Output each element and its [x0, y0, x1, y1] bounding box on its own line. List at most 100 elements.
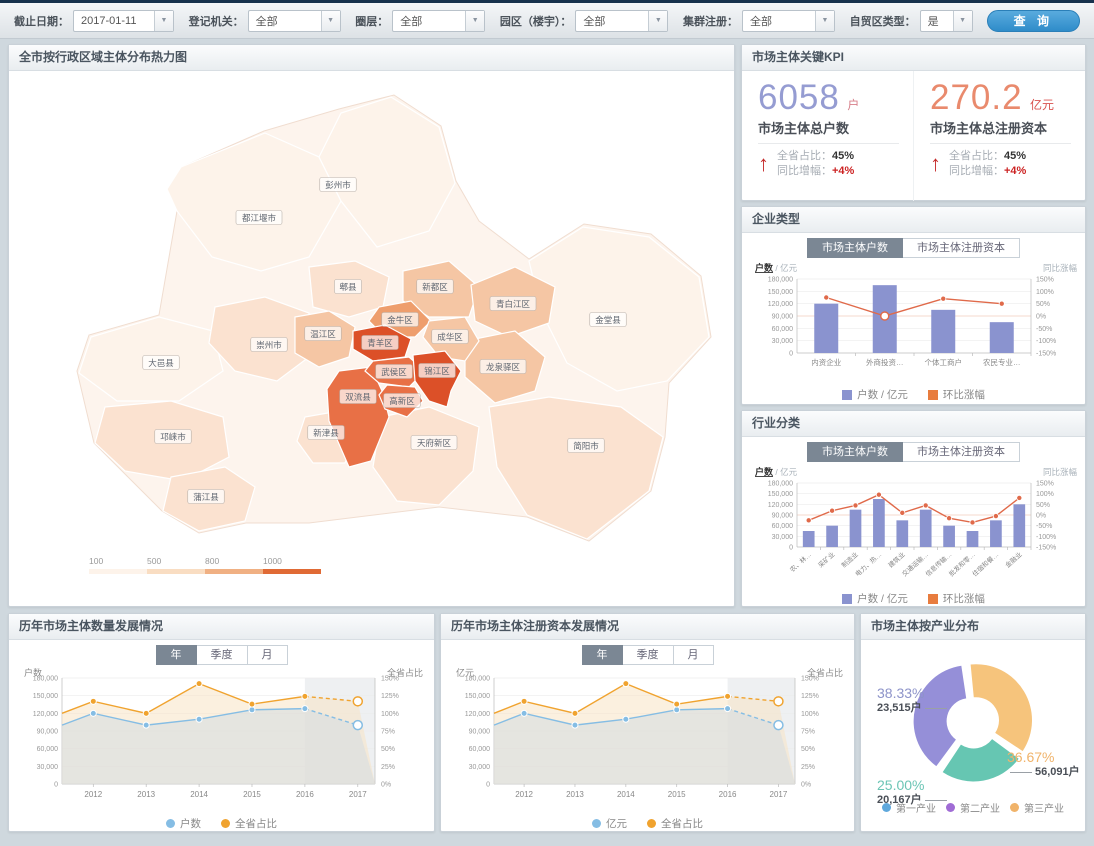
- line-marker[interactable]: [773, 696, 784, 707]
- tab-月[interactable]: 月: [247, 645, 288, 665]
- donut-slice-第二产业[interactable]: [942, 739, 1019, 782]
- district-jintang[interactable]: [528, 226, 710, 392]
- bar[interactable]: [930, 309, 955, 353]
- line-marker[interactable]: [195, 715, 203, 723]
- bar[interactable]: [813, 303, 838, 353]
- query-button[interactable]: 查 询: [986, 9, 1080, 32]
- line-marker[interactable]: [773, 719, 784, 731]
- line-marker[interactable]: [571, 721, 579, 729]
- tab-季度[interactable]: 季度: [196, 645, 248, 665]
- legend-item[interactable]: 户数 / 亿元: [842, 591, 908, 606]
- chevron-down-icon[interactable]: ▼: [952, 10, 972, 31]
- bar[interactable]: [966, 531, 978, 547]
- donut-slice-第一产业[interactable]: [913, 665, 967, 767]
- line-marker[interactable]: [195, 680, 203, 688]
- bar[interactable]: [872, 499, 885, 547]
- heat-legend-segment[interactable]: [89, 569, 147, 574]
- tab-市场主体户数[interactable]: 市场主体户数: [807, 442, 903, 462]
- line-marker[interactable]: [852, 502, 859, 509]
- bar[interactable]: [989, 322, 1014, 353]
- chevron-down-icon[interactable]: ▼: [815, 10, 834, 31]
- chevron-down-icon[interactable]: ▼: [465, 10, 485, 31]
- line-marker[interactable]: [939, 295, 946, 302]
- line-marker[interactable]: [142, 709, 150, 717]
- legend-item[interactable]: 户数: [166, 816, 201, 831]
- legend-item[interactable]: 全省占比: [647, 816, 703, 831]
- bar[interactable]: [942, 525, 955, 547]
- filter-dropdown[interactable]: 全部 ▼: [575, 9, 669, 32]
- line-marker[interactable]: [301, 692, 309, 700]
- tab-季度[interactable]: 季度: [622, 645, 674, 665]
- bar[interactable]: [802, 531, 815, 547]
- chevron-down-icon[interactable]: ▼: [320, 10, 340, 31]
- line-marker[interactable]: [673, 706, 681, 714]
- line-marker[interactable]: [875, 491, 882, 498]
- district-jianyang[interactable]: [488, 396, 664, 540]
- distribution-legend: 第一产业 第二产业 第三产业: [861, 800, 1085, 815]
- tab-市场主体户数[interactable]: 市场主体户数: [807, 238, 903, 258]
- line-marker[interactable]: [922, 502, 929, 509]
- line-marker[interactable]: [89, 697, 97, 705]
- donut-slice-第三产业[interactable]: [970, 664, 1032, 752]
- line-marker[interactable]: [301, 705, 309, 713]
- district-pengzhou[interactable]: [318, 96, 456, 248]
- tab-年[interactable]: 年: [581, 645, 623, 665]
- bar[interactable]: [989, 520, 1002, 547]
- line-marker[interactable]: [724, 692, 732, 700]
- chevron-down-icon[interactable]: ▼: [154, 10, 173, 31]
- bar[interactable]: [825, 525, 838, 547]
- line-marker[interactable]: [1015, 494, 1022, 501]
- line-marker[interactable]: [248, 700, 256, 708]
- chevron-down-icon[interactable]: ▼: [648, 10, 668, 31]
- line-marker[interactable]: [673, 700, 681, 708]
- tab-市场主体注册资本[interactable]: 市场主体注册资本: [903, 238, 1020, 258]
- tab-月[interactable]: 月: [673, 645, 714, 665]
- line-marker[interactable]: [352, 719, 364, 731]
- line-marker[interactable]: [805, 517, 812, 524]
- line-marker[interactable]: [571, 709, 579, 717]
- line-marker[interactable]: [142, 721, 150, 729]
- heat-legend-segment[interactable]: [205, 569, 263, 574]
- district-tianfu[interactable]: [372, 406, 480, 506]
- legend-item[interactable]: 全省占比: [221, 816, 277, 831]
- line-marker[interactable]: [822, 294, 829, 301]
- line-marker[interactable]: [968, 519, 975, 526]
- line-marker[interactable]: [520, 697, 528, 705]
- svg-text:亿元: 亿元: [456, 667, 474, 678]
- line-marker[interactable]: [992, 513, 999, 520]
- district-dujiangyan[interactable]: [166, 132, 342, 272]
- line-marker[interactable]: [879, 311, 889, 321]
- legend-item[interactable]: 亿元: [592, 816, 627, 831]
- bar[interactable]: [895, 520, 908, 547]
- tab-市场主体注册资本[interactable]: 市场主体注册资本: [903, 442, 1020, 462]
- line-marker[interactable]: [622, 715, 630, 723]
- line-marker[interactable]: [622, 680, 630, 688]
- bar[interactable]: [849, 509, 861, 547]
- legend-item[interactable]: 第三产业: [1010, 800, 1064, 815]
- legend-item[interactable]: 环比涨幅: [927, 591, 985, 606]
- legend-item[interactable]: 第二产业: [946, 800, 1000, 815]
- filter-dropdown[interactable]: 全部 ▼: [742, 9, 835, 32]
- line-marker[interactable]: [520, 709, 528, 717]
- line-marker[interactable]: [724, 705, 732, 713]
- line-marker[interactable]: [89, 709, 97, 717]
- filter-dropdown[interactable]: 2017-01-11 ▼: [73, 9, 174, 32]
- line-marker[interactable]: [828, 507, 835, 514]
- bar[interactable]: [919, 509, 932, 547]
- line-marker[interactable]: [352, 696, 364, 707]
- legend-item[interactable]: 环比涨幅: [927, 387, 985, 402]
- filter-dropdown[interactable]: 是 ▼: [919, 9, 973, 32]
- heat-legend-segment[interactable]: [147, 569, 205, 574]
- bar[interactable]: [1012, 504, 1025, 547]
- line-marker[interactable]: [998, 300, 1005, 307]
- line-marker[interactable]: [248, 706, 256, 714]
- filter-dropdown[interactable]: 全部 ▼: [392, 9, 486, 32]
- line-marker[interactable]: [898, 509, 905, 516]
- legend-item[interactable]: 第一产业: [882, 800, 936, 815]
- heat-legend-tick: 100: [89, 556, 103, 566]
- heat-legend-segment[interactable]: [263, 569, 321, 574]
- legend-item[interactable]: 户数 / 亿元: [842, 387, 908, 402]
- line-marker[interactable]: [945, 515, 952, 522]
- filter-dropdown[interactable]: 全部 ▼: [247, 9, 341, 32]
- tab-年[interactable]: 年: [155, 645, 197, 665]
